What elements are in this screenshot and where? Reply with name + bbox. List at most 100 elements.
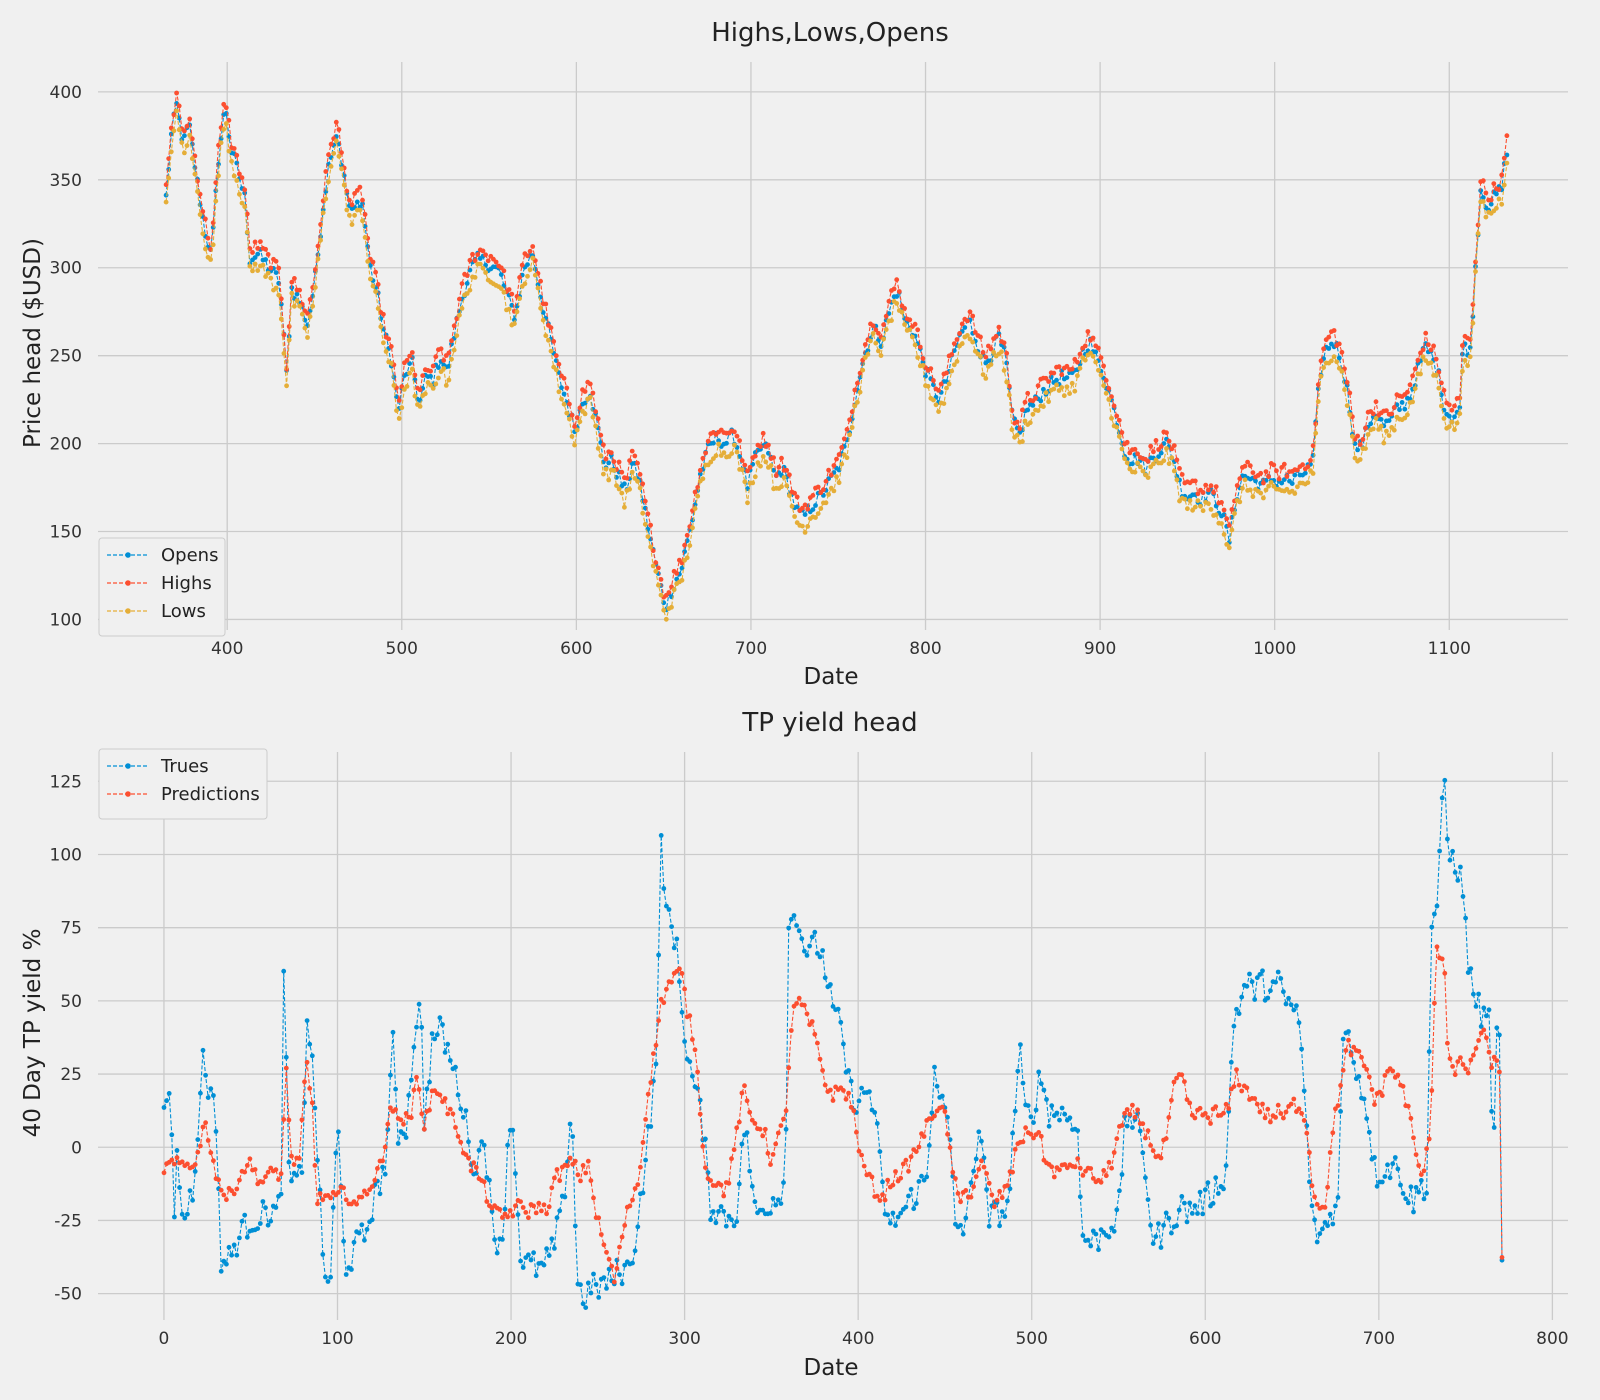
data-point xyxy=(1504,133,1510,139)
data-point xyxy=(562,1194,568,1200)
data-point xyxy=(737,438,742,443)
data-point xyxy=(582,411,588,417)
data-point xyxy=(375,306,381,311)
data-point xyxy=(527,248,533,254)
data-point xyxy=(1292,472,1298,478)
yield-chart-ticks: 0 100 200 300 400 500 600 700 800-50-25025507510… xyxy=(50,772,1569,1349)
data-point xyxy=(1330,1221,1336,1227)
data-point xyxy=(289,279,295,285)
data-point xyxy=(692,1047,698,1053)
data-point xyxy=(1465,1070,1471,1076)
data-point xyxy=(318,237,323,243)
data-point xyxy=(1184,1219,1190,1225)
data-point xyxy=(781,475,787,480)
data-point xyxy=(1111,403,1117,409)
data-point xyxy=(1244,1085,1250,1091)
data-point xyxy=(278,1171,284,1177)
data-point xyxy=(1314,1202,1320,1207)
data-point xyxy=(1046,399,1051,405)
data-point xyxy=(1015,1068,1021,1074)
data-point xyxy=(700,1144,706,1149)
data-point xyxy=(539,1208,544,1214)
data-point xyxy=(1184,1097,1190,1102)
data-point xyxy=(427,1079,432,1085)
data-point xyxy=(1415,357,1421,363)
data-point xyxy=(208,257,214,262)
data-point xyxy=(1439,403,1444,409)
data-point xyxy=(307,297,313,302)
data-point xyxy=(1452,870,1458,875)
data-point xyxy=(263,1205,268,1211)
data-point xyxy=(420,373,426,378)
data-point xyxy=(540,317,546,323)
data-point xyxy=(1253,478,1258,484)
x-tick-label: 700 xyxy=(1363,1329,1395,1349)
data-point xyxy=(830,1098,836,1103)
data-point xyxy=(411,1087,417,1093)
data-point xyxy=(1385,1162,1390,1168)
data-point xyxy=(622,1223,628,1228)
data-point xyxy=(919,1173,924,1179)
data-point xyxy=(1351,1044,1357,1050)
data-point xyxy=(1005,1183,1010,1188)
data-point xyxy=(510,1213,516,1219)
data-point xyxy=(216,1177,222,1183)
data-point xyxy=(221,126,227,132)
data-point xyxy=(567,1155,573,1161)
data-point xyxy=(229,1188,235,1194)
data-point xyxy=(255,1226,261,1231)
data-point xyxy=(1288,1002,1294,1008)
data-point xyxy=(210,242,216,248)
data-point xyxy=(195,1149,201,1155)
data-point xyxy=(328,164,334,169)
data-point xyxy=(695,1069,700,1075)
data-point xyxy=(744,1130,750,1135)
data-point xyxy=(745,500,750,506)
data-point xyxy=(1150,1148,1156,1154)
data-point xyxy=(1096,345,1101,351)
data-point xyxy=(630,1197,635,1203)
data-point xyxy=(480,265,486,271)
data-point xyxy=(1301,1088,1307,1094)
data-point xyxy=(700,455,706,461)
data-point xyxy=(750,480,756,486)
data-point xyxy=(1145,1128,1151,1134)
data-point xyxy=(406,1092,412,1098)
data-point xyxy=(1338,1109,1343,1114)
data-point xyxy=(437,1092,443,1098)
data-point xyxy=(554,1215,560,1221)
data-point xyxy=(1390,1068,1396,1074)
data-point xyxy=(839,445,845,450)
data-point xyxy=(666,590,672,595)
data-point xyxy=(1119,1123,1125,1128)
data-point xyxy=(357,207,363,213)
data-point xyxy=(768,1210,773,1216)
data-point xyxy=(812,1031,818,1037)
data-point xyxy=(849,425,855,430)
data-point xyxy=(250,250,255,255)
data-point xyxy=(679,1009,685,1015)
data-point xyxy=(976,1129,982,1135)
data-point xyxy=(1421,1168,1427,1174)
data-point xyxy=(682,1039,687,1044)
data-point xyxy=(861,1163,867,1169)
data-point xyxy=(292,276,297,281)
data-point xyxy=(718,1204,724,1209)
data-point xyxy=(809,1019,815,1024)
data-point xyxy=(268,275,274,281)
data-point xyxy=(981,1164,987,1170)
data-point xyxy=(1382,1073,1388,1078)
data-point xyxy=(388,1072,393,1078)
data-point xyxy=(1279,465,1285,470)
data-point xyxy=(205,235,211,241)
data-point xyxy=(946,381,952,387)
data-point xyxy=(1124,460,1130,466)
data-point xyxy=(234,152,240,158)
data-point xyxy=(1333,1203,1338,1209)
data-point xyxy=(263,257,268,262)
data-point xyxy=(739,1141,745,1147)
data-point xyxy=(1268,480,1274,485)
data-point xyxy=(428,368,433,374)
data-point xyxy=(370,283,376,289)
